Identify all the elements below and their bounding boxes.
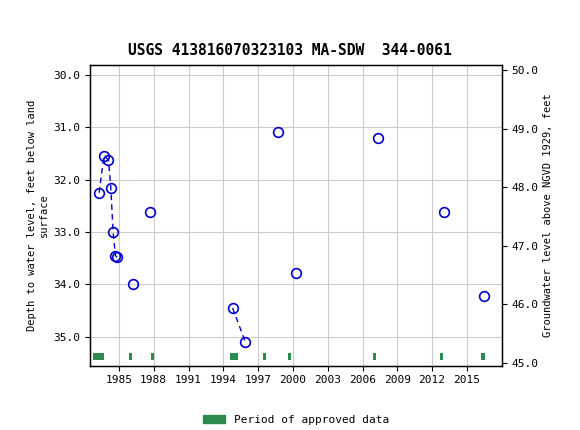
Bar [440, 353, 443, 360]
Text: █: █ [7, 11, 24, 34]
Text: USGS: USGS [14, 14, 70, 31]
Bar [481, 353, 485, 360]
Bar [129, 353, 132, 360]
Text: USGS 413816070323103 MA-SDW  344-0061: USGS 413816070323103 MA-SDW 344-0061 [128, 43, 452, 58]
Bar [288, 353, 291, 360]
Bar [263, 353, 266, 360]
Legend: Period of approved data: Period of approved data [198, 410, 393, 429]
Y-axis label: Depth to water level, feet below land
surface: Depth to water level, feet below land su… [27, 99, 49, 331]
Bar [151, 353, 154, 360]
Y-axis label: Groundwater level above NGVD 1929, feet: Groundwater level above NGVD 1929, feet [542, 93, 553, 337]
Bar [230, 353, 238, 360]
Bar [93, 353, 104, 360]
Bar [373, 353, 376, 360]
